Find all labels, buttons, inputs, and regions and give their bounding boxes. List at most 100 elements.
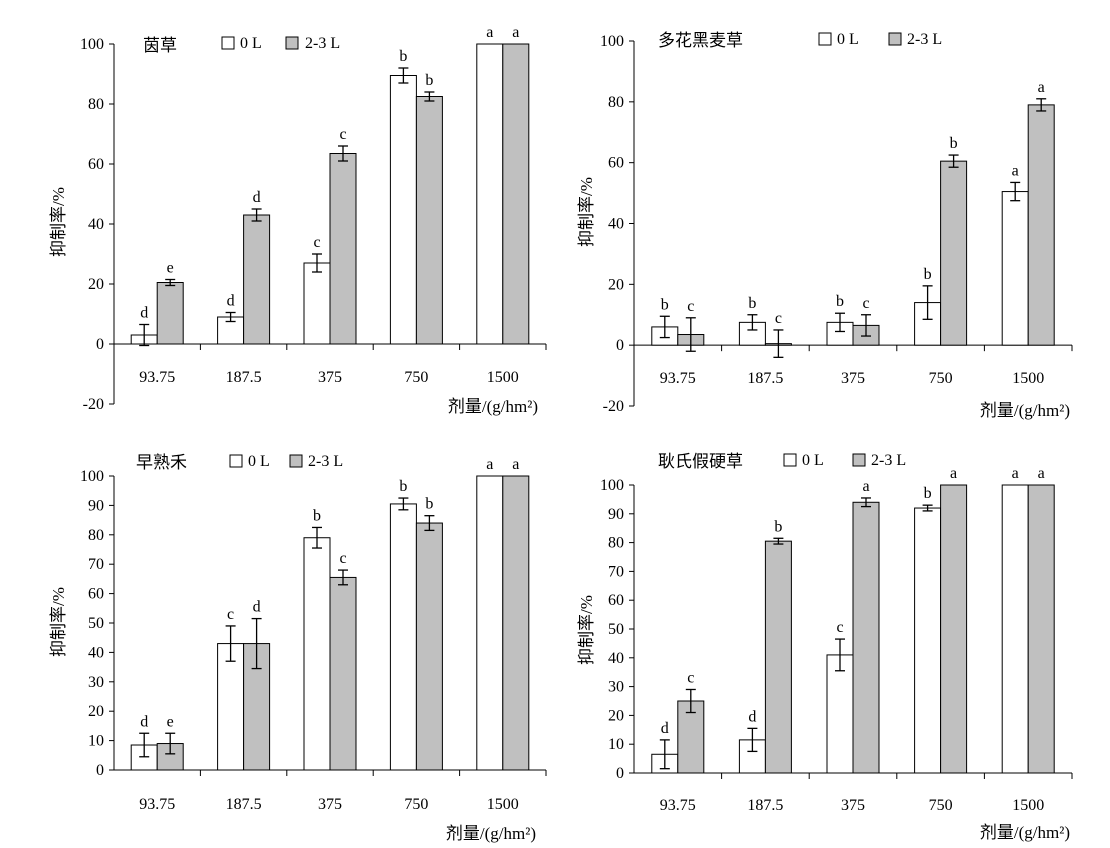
x-axis-label: 剂量/(g/hm²) (446, 824, 536, 843)
legend-label-0L: 0 L (802, 452, 824, 469)
bar (940, 160, 968, 346)
significance-letter: d (253, 189, 261, 206)
y-tick-label: 10 (608, 736, 624, 753)
bar (1001, 191, 1029, 346)
significance-letter: a (1038, 79, 1045, 96)
x-axis-label: 剂量/(g/hm²) (980, 823, 1070, 842)
significance-letter: b (950, 135, 958, 152)
panel-title: 茵草 (143, 36, 177, 55)
legend-label-0L: 0 L (240, 35, 262, 52)
x-tick-label: 93.75 (660, 797, 696, 814)
significance-letter: e (167, 260, 174, 277)
significance-letter: c (775, 310, 782, 327)
bar (415, 96, 443, 345)
y-tick-label: 70 (88, 556, 104, 573)
y-tick-label: 60 (88, 156, 104, 173)
significance-letter: b (774, 518, 782, 535)
y-axis-label: 抑制率/% (49, 187, 68, 257)
significance-letter: b (399, 48, 407, 65)
significance-letter: b (313, 507, 321, 524)
panel-title: 早熟禾 (136, 452, 187, 472)
bar (476, 43, 504, 345)
y-tick-label: 40 (88, 644, 104, 661)
bar (415, 522, 443, 771)
x-tick-label: 1500 (1012, 797, 1044, 814)
bar (476, 475, 504, 771)
significance-letter: a (862, 478, 869, 495)
significance-letter: d (253, 599, 261, 616)
y-tick-label: 100 (600, 477, 624, 494)
significance-letter: c (687, 298, 694, 315)
legend-swatch-23L (852, 453, 866, 467)
significance-letter: b (924, 266, 932, 283)
significance-letter: a (512, 456, 519, 473)
y-tick-label: 80 (88, 527, 104, 544)
y-tick-label: 90 (608, 506, 624, 523)
y-tick-label: 60 (608, 155, 624, 172)
significance-letter: a (1012, 465, 1019, 482)
significance-letter: a (1038, 465, 1045, 482)
y-tick-label: 80 (88, 96, 104, 113)
y-tick-label: 0 (616, 765, 624, 782)
significance-letter: b (924, 485, 932, 502)
x-tick-label: 187.5 (747, 797, 783, 814)
x-tick-label: 375 (318, 796, 342, 813)
bar (764, 540, 792, 774)
x-tick-label: 93.75 (139, 369, 175, 386)
y-tick-label: 10 (88, 733, 104, 750)
legend-swatch-23L (289, 454, 303, 468)
x-tick-label: 93.75 (660, 370, 696, 387)
x-tick-label: 1500 (1012, 370, 1044, 387)
significance-letter: c (227, 606, 234, 623)
legend-swatch-0L (783, 453, 797, 467)
y-tick-label: 30 (608, 679, 624, 696)
y-tick-label: 40 (608, 216, 624, 233)
legend-swatch-23L (888, 32, 902, 46)
significance-letter: a (512, 24, 519, 41)
x-tick-label: 750 (929, 370, 953, 387)
y-tick-label: 50 (88, 615, 104, 632)
chart-panel-4: 0 10 20 30 40 50 60 70 80 90 100 d d c b a c b a a a 93.75 187… (577, 452, 1073, 842)
significance-letter: d (140, 305, 148, 322)
significance-letter: c (313, 234, 320, 251)
x-tick-label: 750 (929, 797, 953, 814)
bar (1027, 104, 1055, 346)
bar (852, 501, 880, 774)
significance-letter: b (836, 293, 844, 310)
significance-letter: c (339, 126, 346, 143)
x-tick-label: 375 (318, 369, 342, 386)
chart-panel-2: -20 0 20 40 60 80 100 b b b b a c c c b a 93.75 187.5 375 75… (577, 31, 1073, 420)
bar (1027, 484, 1055, 774)
legend-swatch-0L (818, 32, 832, 46)
bar (303, 262, 331, 345)
legend-label-23L: 2-3 L (305, 35, 340, 52)
significance-letter: b (425, 496, 433, 513)
significance-letter: b (748, 295, 756, 312)
bar (217, 316, 245, 345)
bar (329, 576, 357, 771)
x-tick-label: 93.75 (139, 796, 175, 813)
x-tick-label: 375 (841, 797, 865, 814)
significance-letter: d (140, 713, 148, 730)
significance-letter: b (425, 72, 433, 89)
y-axis-label: 抑制率/% (577, 177, 596, 247)
x-tick-label: 187.5 (226, 369, 262, 386)
y-tick-label: 80 (608, 535, 624, 552)
legend-label-23L: 2-3 L (907, 31, 942, 48)
legend-label-23L: 2-3 L (308, 453, 343, 470)
significance-letter: d (661, 720, 669, 737)
y-tick-label: 30 (88, 674, 104, 691)
bar (914, 507, 942, 774)
chart-panel-1: -20 0 20 40 60 80 100 d d c b a e d c b a 93.75 187.5 375 75… (49, 24, 547, 416)
panel-title: 多花黑麦草 (658, 31, 743, 50)
significance-letter: a (486, 456, 493, 473)
legend-swatch-0L (229, 454, 243, 468)
significance-letter: d (748, 708, 756, 725)
y-tick-label: 20 (608, 276, 624, 293)
y-tick-label: 60 (608, 592, 624, 609)
significance-letter: b (399, 478, 407, 495)
bar (217, 643, 245, 771)
y-tick-label: 100 (80, 468, 104, 485)
bar (826, 654, 854, 774)
x-tick-label: 1500 (487, 796, 519, 813)
